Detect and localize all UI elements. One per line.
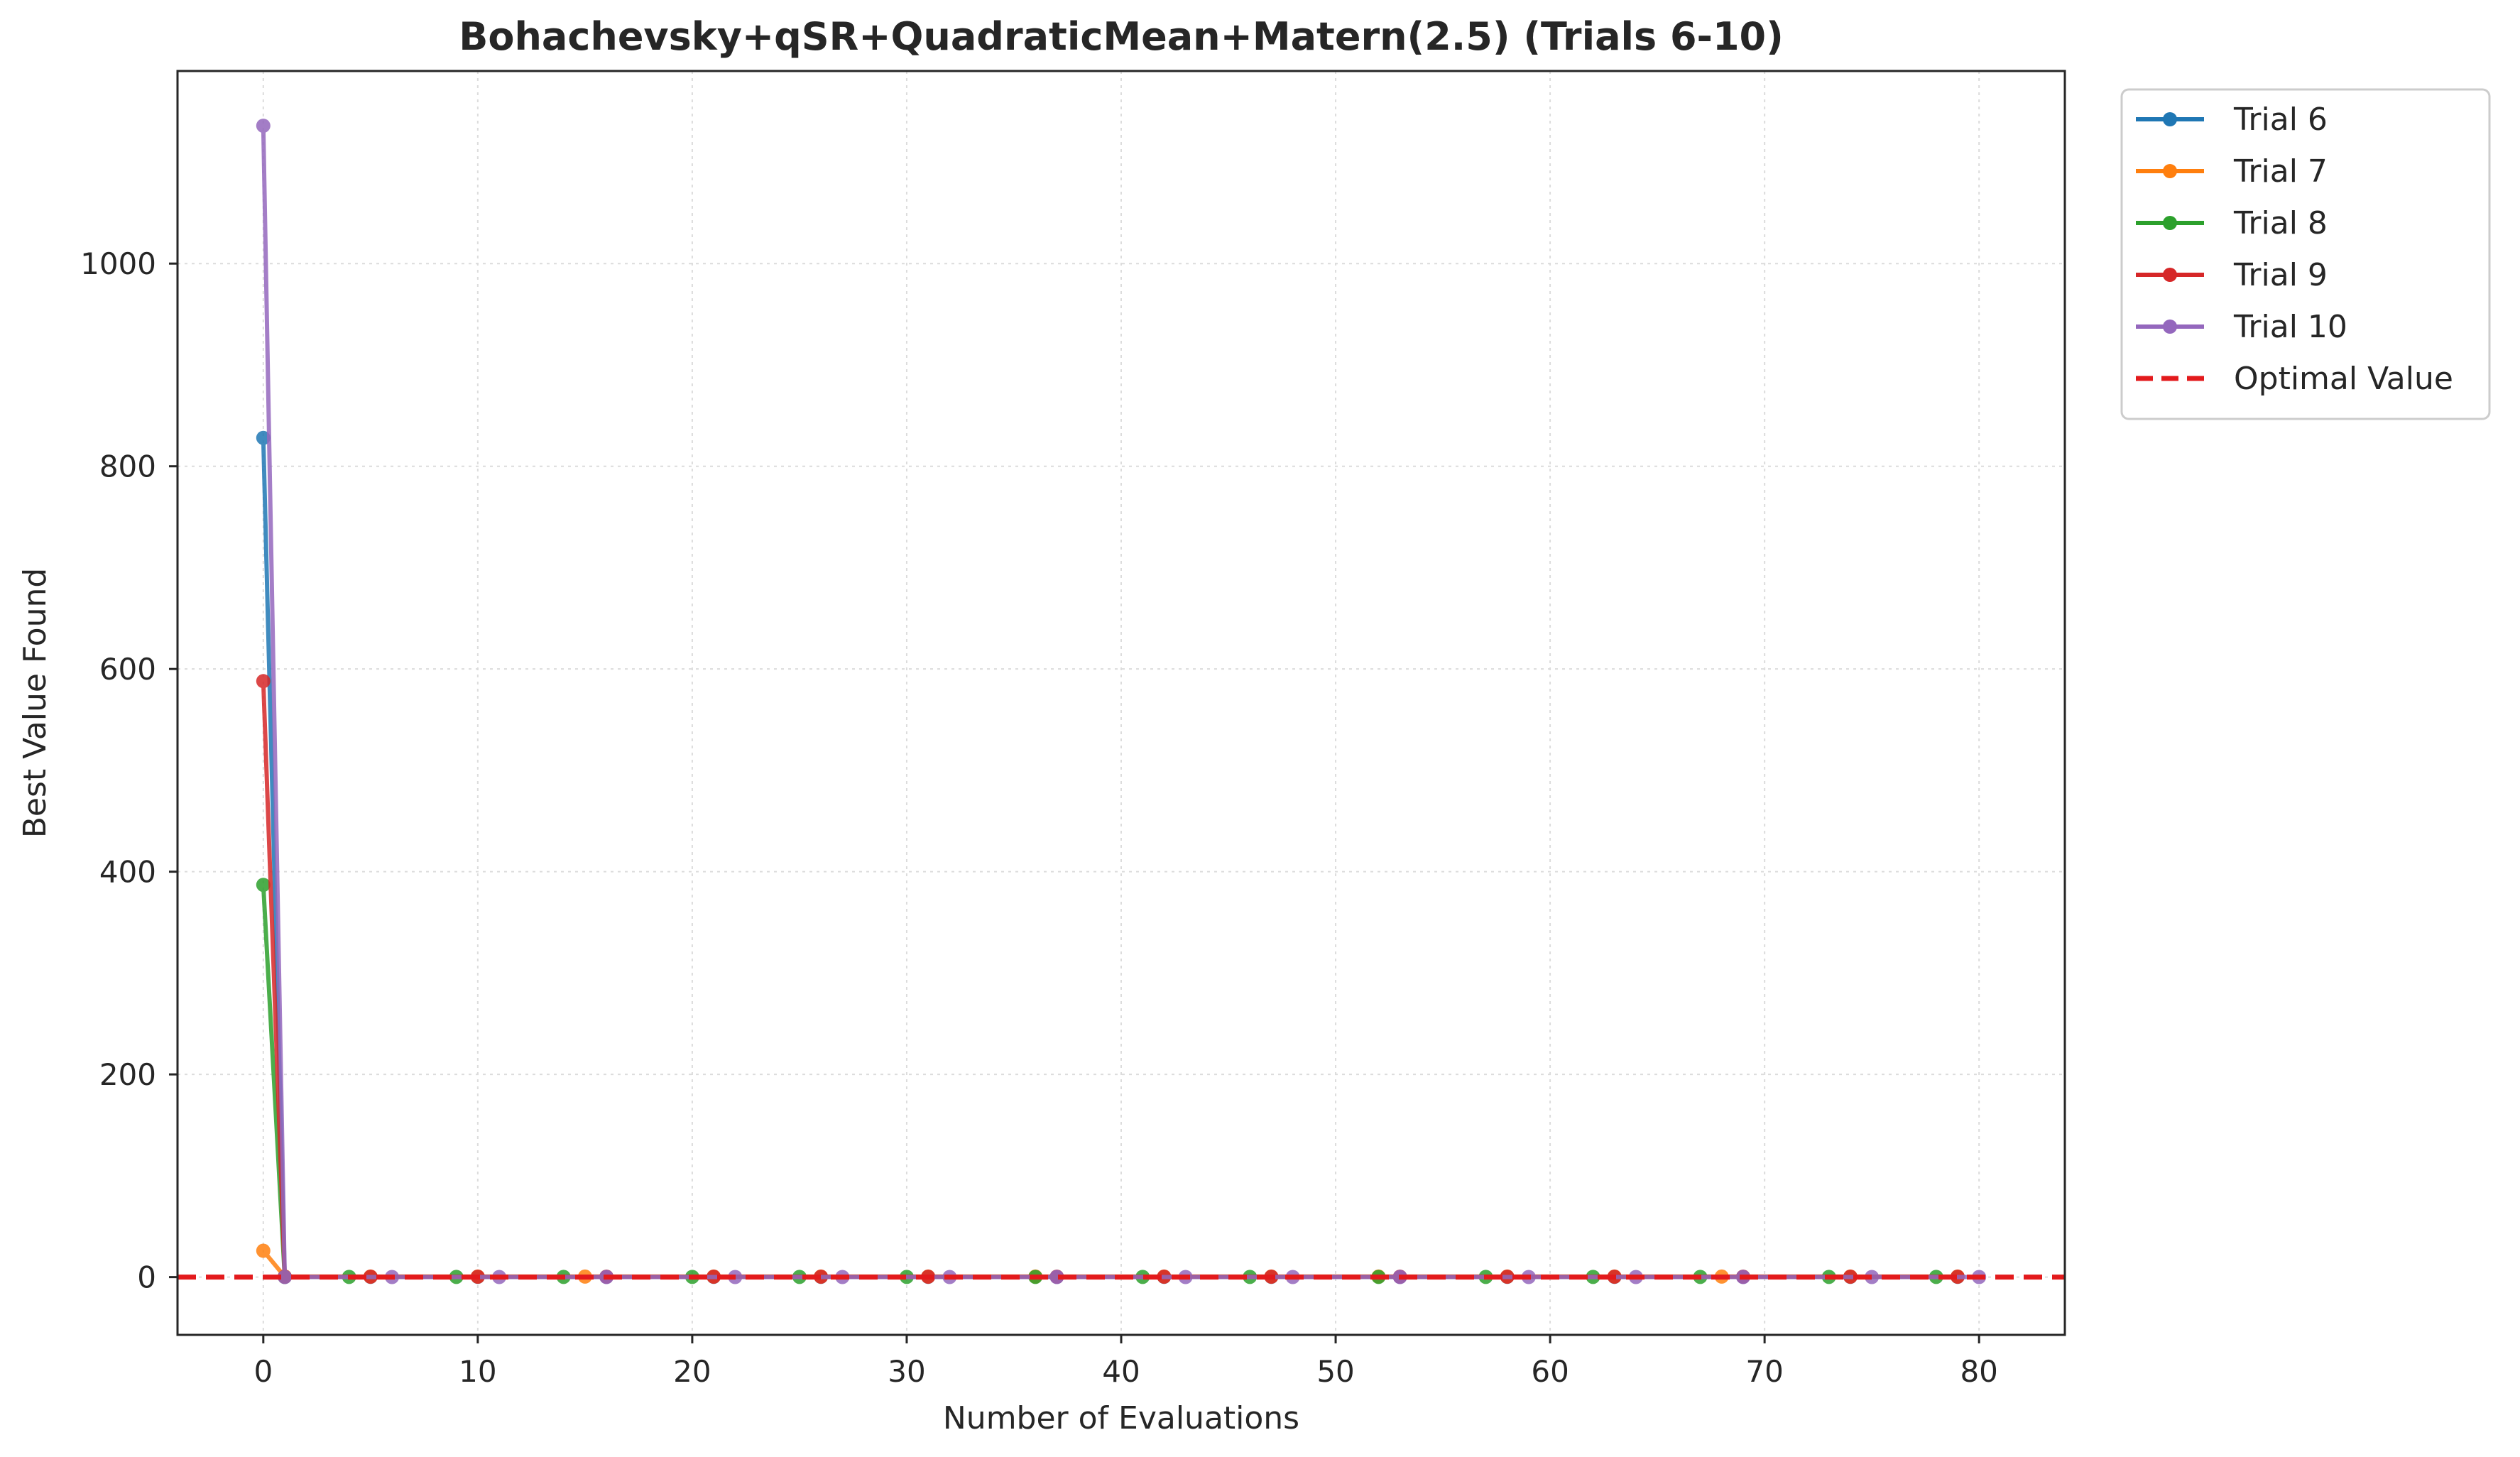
x-axis-label: Number of Evaluations	[943, 1400, 1299, 1436]
legend-label: Trial 8	[2233, 205, 2328, 241]
x-tick-label: 60	[1531, 1354, 1569, 1389]
y-tick-label: 0	[137, 1260, 156, 1295]
legend-label: Trial 6	[2233, 102, 2328, 138]
legend-box	[2120, 88, 2491, 420]
legend-item: Trial 8	[2136, 205, 2328, 241]
data-point	[278, 1270, 293, 1284]
y-tick-label: 800	[99, 449, 156, 484]
y-axis-ticks: 0 200 400 600 800 1000	[80, 246, 178, 1295]
legend-swatch-marker	[2163, 216, 2177, 230]
y-tick-label: 600	[99, 652, 156, 687]
legend-swatch-marker	[2163, 268, 2177, 282]
data-point	[256, 878, 271, 893]
x-tick-label: 40	[1102, 1354, 1140, 1389]
legend-label: Trial 9	[2233, 257, 2328, 293]
data-point	[256, 430, 271, 445]
data-point	[256, 119, 271, 133]
legend-item: Trial 10	[2136, 309, 2347, 345]
data-point	[1049, 1270, 1064, 1284]
chart-title: Bohachevsky+qSR+QuadraticMean+Matern(2.5…	[459, 14, 1784, 59]
x-tick-label: 20	[673, 1354, 711, 1389]
legend-label: Optimal Value	[2234, 361, 2453, 397]
data-point	[256, 674, 271, 689]
data-point	[1865, 1270, 1880, 1284]
legend-swatch-marker	[2163, 320, 2177, 334]
x-tick-label: 10	[459, 1354, 496, 1389]
legend-item: Optimal Value	[2136, 361, 2453, 397]
y-tick-label: 200	[99, 1057, 156, 1092]
x-tick-label: 30	[888, 1354, 925, 1389]
x-tick-label: 80	[1960, 1354, 1997, 1389]
legend: Trial 6 Trial 7 Trial 8 Trial 9 Trial 10 Opti…	[2120, 88, 2491, 420]
legend-item: Trial 9	[2136, 257, 2328, 293]
legend-item: Trial 7	[2136, 153, 2328, 190]
y-tick-label: 1000	[80, 246, 156, 281]
y-tick-label: 400	[99, 855, 156, 890]
legend-swatch-marker	[2163, 112, 2177, 126]
legend-swatch-marker	[2163, 164, 2177, 178]
x-tick-label: 50	[1316, 1354, 1354, 1389]
data-point	[256, 1243, 271, 1258]
legend-label: Trial 10	[2233, 309, 2347, 345]
x-tick-label: 0	[253, 1354, 273, 1389]
legend-label: Trial 7	[2233, 153, 2328, 190]
x-axis-ticks: 0 10 20 30 40 50 60 70 80	[253, 1335, 1998, 1389]
y-axis-label: Best Value Found	[17, 568, 53, 839]
x-tick-label: 70	[1745, 1354, 1783, 1389]
legend-item: Trial 6	[2136, 102, 2328, 138]
